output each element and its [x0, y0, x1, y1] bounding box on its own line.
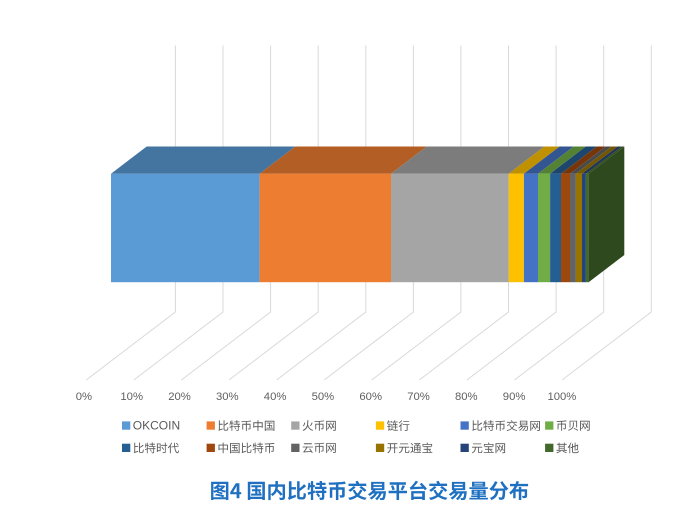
svg-text:20%: 20% — [168, 391, 191, 403]
svg-text:50%: 50% — [312, 391, 335, 403]
svg-text:OKCOIN: OKCOIN — [133, 419, 180, 433]
svg-text:90%: 90% — [503, 391, 526, 403]
svg-text:40%: 40% — [264, 391, 287, 403]
svg-text:70%: 70% — [407, 391, 430, 403]
svg-text:10%: 10% — [120, 391, 143, 403]
svg-text:80%: 80% — [455, 391, 478, 403]
svg-text:100%: 100% — [547, 391, 576, 403]
svg-text:0%: 0% — [76, 391, 92, 403]
svg-text:60%: 60% — [359, 391, 382, 403]
svg-text:30%: 30% — [216, 391, 239, 403]
